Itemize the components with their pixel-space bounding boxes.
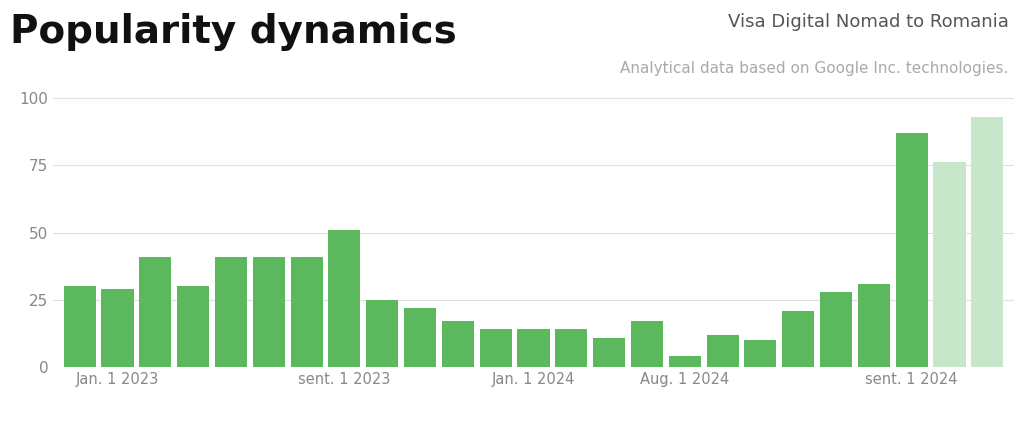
- Bar: [820, 292, 852, 367]
- Text: Analytical data based on Google Inc. technologies.: Analytical data based on Google Inc. tec…: [621, 61, 1009, 76]
- Bar: [479, 330, 512, 367]
- Bar: [782, 311, 814, 367]
- Text: Visa Digital Nomad to Romania: Visa Digital Nomad to Romania: [728, 13, 1009, 31]
- Bar: [744, 340, 776, 367]
- Bar: [404, 308, 436, 367]
- Bar: [517, 330, 550, 367]
- Bar: [593, 338, 626, 367]
- Bar: [631, 322, 663, 367]
- Bar: [971, 117, 1004, 367]
- Bar: [139, 257, 171, 367]
- Bar: [291, 257, 323, 367]
- Bar: [329, 230, 360, 367]
- Bar: [896, 133, 928, 367]
- Bar: [101, 289, 133, 367]
- Bar: [555, 330, 588, 367]
- Bar: [707, 335, 738, 367]
- Bar: [367, 300, 398, 367]
- Bar: [253, 257, 285, 367]
- Bar: [215, 257, 247, 367]
- Bar: [858, 284, 890, 367]
- Text: Popularity dynamics: Popularity dynamics: [10, 13, 457, 51]
- Bar: [441, 322, 474, 367]
- Bar: [669, 356, 700, 367]
- Bar: [934, 162, 966, 367]
- Bar: [63, 287, 96, 367]
- Bar: [177, 287, 209, 367]
